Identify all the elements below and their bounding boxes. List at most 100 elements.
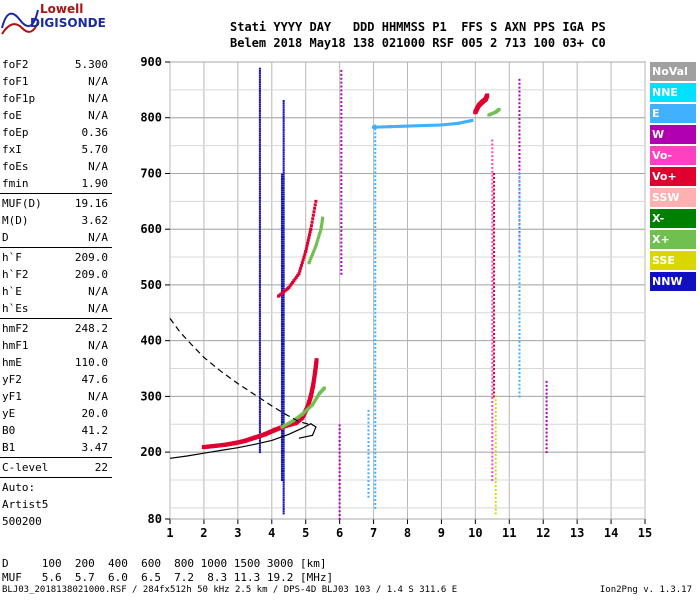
echo-point <box>491 209 494 212</box>
echo-point <box>338 451 341 454</box>
echo-point <box>338 514 341 517</box>
trace-point <box>277 294 281 298</box>
echo-point <box>280 387 283 390</box>
echo-point <box>258 413 261 416</box>
echo-point <box>340 249 343 252</box>
echo-point <box>280 461 283 464</box>
trace-point <box>309 256 313 260</box>
echo-point <box>340 229 343 232</box>
echo-point <box>282 416 285 419</box>
echo-point <box>258 295 261 298</box>
trace-point <box>263 432 267 437</box>
echo-point <box>282 316 285 319</box>
echo-point <box>282 233 285 236</box>
x-tick-label: 7 <box>370 526 377 540</box>
echo-point <box>258 116 261 119</box>
trace-point <box>307 236 311 240</box>
echo-point <box>280 349 283 352</box>
trace-point <box>280 425 284 429</box>
echo-point <box>491 361 494 364</box>
echo-point <box>545 388 548 391</box>
echo-point <box>282 102 285 105</box>
echo-point <box>282 160 285 163</box>
echo-point <box>494 410 497 413</box>
trace-point <box>314 199 318 203</box>
echo-point <box>258 355 261 358</box>
echo-point <box>338 490 341 493</box>
echo-point <box>367 409 370 412</box>
x-tick-label: 12 <box>536 526 550 540</box>
echo-point <box>518 340 521 343</box>
echo-point <box>494 457 497 460</box>
echo-point <box>518 204 521 207</box>
echo-point <box>374 272 377 275</box>
echo-point <box>280 383 283 386</box>
echo-point <box>518 352 521 355</box>
echo-point <box>338 459 341 462</box>
echo-point <box>282 305 285 308</box>
echo-point <box>374 456 377 459</box>
echo-point <box>518 223 521 226</box>
param-row: hmF1 N/A <box>0 337 112 354</box>
echo-point <box>258 172 261 175</box>
trace-point <box>289 282 293 286</box>
echo-point <box>258 361 261 364</box>
echo-point <box>280 242 283 245</box>
echo-point <box>258 83 261 86</box>
echo-point <box>258 188 261 191</box>
echo-point <box>491 233 494 236</box>
echo-point <box>258 377 261 380</box>
echo-point <box>282 285 285 288</box>
echo-point <box>282 434 285 437</box>
echo-point <box>258 179 261 182</box>
echo-point <box>493 231 496 234</box>
echo-point <box>280 354 283 357</box>
trace-point <box>412 124 416 128</box>
echo-point <box>340 167 343 170</box>
echo-point <box>340 124 343 127</box>
echo-point <box>258 402 261 405</box>
echo-point <box>493 356 496 359</box>
echo-point <box>374 233 377 236</box>
echo-point <box>280 220 283 223</box>
echo-point <box>280 238 283 241</box>
param-row: foEp 0.36 <box>0 124 112 141</box>
trace-point <box>406 124 409 128</box>
echo-point <box>374 448 377 451</box>
echo-point <box>282 465 285 468</box>
echo-point <box>258 315 261 318</box>
echo-point <box>518 94 521 97</box>
param-value: 20.0 <box>81 407 109 420</box>
echo-point <box>493 309 496 312</box>
echo-point <box>280 434 283 437</box>
echo-point <box>491 455 494 458</box>
echo-point <box>258 348 261 351</box>
echo-point <box>282 122 285 125</box>
echo-point <box>280 209 283 212</box>
echo-point <box>282 302 285 305</box>
echo-point <box>282 198 285 201</box>
echo-point <box>282 133 285 136</box>
echo-point <box>545 431 548 434</box>
echo-point <box>340 206 343 209</box>
echo-point <box>280 267 283 270</box>
echo-point <box>493 254 496 257</box>
echo-point <box>258 114 261 117</box>
echo-point <box>494 426 497 429</box>
echo-point <box>491 205 494 208</box>
echo-point <box>282 271 285 274</box>
echo-point <box>282 238 285 241</box>
echo-point <box>258 248 261 251</box>
echo-point <box>282 474 285 477</box>
echo-point <box>545 427 548 430</box>
echo-point <box>374 303 377 306</box>
echo-point <box>491 330 494 333</box>
echo-point <box>282 155 285 158</box>
echo-point <box>518 348 521 351</box>
echo-point <box>374 288 377 291</box>
echo-point <box>282 334 285 337</box>
echo-point <box>280 298 283 301</box>
echo-point <box>545 396 548 399</box>
param-row: yF2 47.6 <box>0 371 112 388</box>
param-value: 5.70 <box>81 143 109 156</box>
